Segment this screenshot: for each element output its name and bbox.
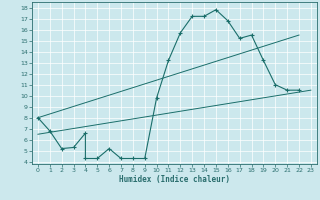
X-axis label: Humidex (Indice chaleur): Humidex (Indice chaleur) [119, 175, 230, 184]
